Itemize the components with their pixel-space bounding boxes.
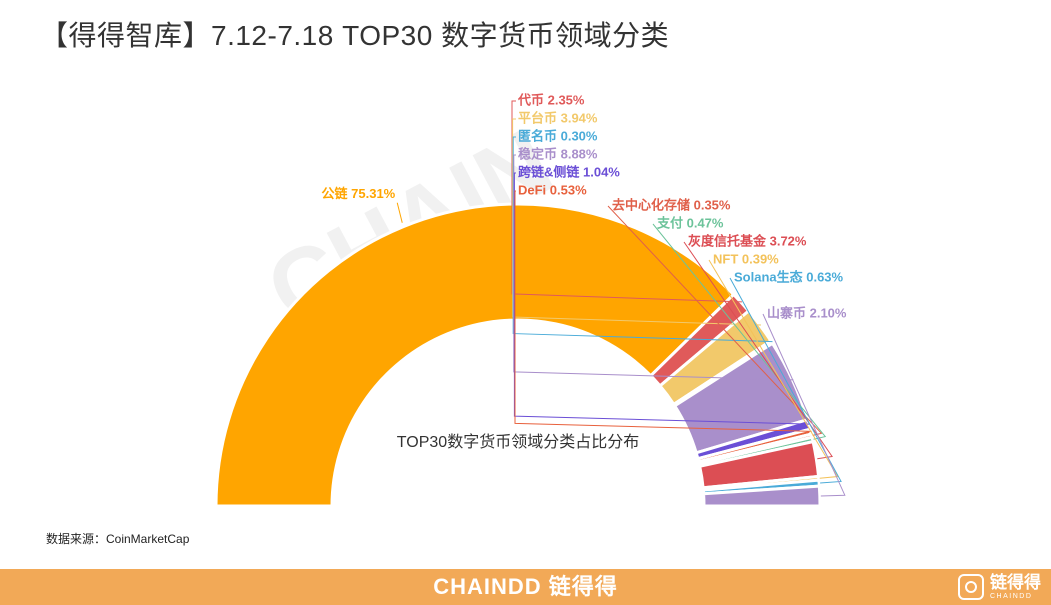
slice-label-12: 山寨币 2.10% <box>767 305 847 320</box>
slice-label-1: 代币 2.35% <box>517 92 585 107</box>
leader-line-2 <box>512 118 762 326</box>
logo-cn: 链得得 <box>990 573 1041 592</box>
slice-label-9: 灰度信托基金 3.72% <box>688 233 807 248</box>
leader-line-9 <box>683 241 833 460</box>
chart-center-label: TOP30数字货币领域分类占比分布 <box>397 433 639 451</box>
footer-logo: 链得得 CHAINDD <box>958 573 1041 601</box>
leader-line-10 <box>708 259 839 479</box>
leader-line-4 <box>513 154 794 381</box>
leader-line-0 <box>396 202 403 223</box>
logo-en: CHAINDD <box>990 593 1033 600</box>
data-source: 数据来源：CoinMarketCap <box>46 532 190 546</box>
logo-icon <box>958 574 984 600</box>
leader-line-1 <box>511 100 742 303</box>
leader-line-6 <box>514 190 812 432</box>
slice-0 <box>214 202 736 508</box>
slice-label-2: 平台币 3.94% <box>518 110 598 125</box>
slice-label-4: 稳定币 8.88% <box>518 146 598 161</box>
footer-bar: CHAINDD 链得得 链得得 CHAINDD <box>0 569 1051 605</box>
slice-label-0: 公链 75.31% <box>322 186 396 201</box>
slice-label-5: 跨链&侧链 1.04% <box>518 164 620 179</box>
slice-label-8: 支付 0.47% <box>656 215 724 230</box>
leader-line-5 <box>513 172 810 425</box>
slice-label-11: Solana生态 0.63% <box>734 269 844 284</box>
slice-label-10: NFT 0.39% <box>713 251 779 266</box>
slice-label-6: DeFi 0.53% <box>518 182 587 197</box>
leader-line-11 <box>729 277 842 484</box>
slice-label-7: 去中心化存储 0.35% <box>612 197 731 212</box>
half-donut-chart: 公链 75.31% 代币 2.35% 平台币 3.94% 匿名币 0.30% 稳定币 8… <box>214 92 847 508</box>
slice-label-3: 匿名币 0.30% <box>518 128 598 143</box>
page-title: 【得得智库】7.12-7.18 TOP30 数字货币领域分类 <box>40 20 670 51</box>
leader-line-3 <box>512 136 773 343</box>
slice-12 <box>701 484 822 508</box>
leader-line-12 <box>762 313 846 497</box>
footer-brand: CHAINDD 链得得 <box>433 574 618 599</box>
